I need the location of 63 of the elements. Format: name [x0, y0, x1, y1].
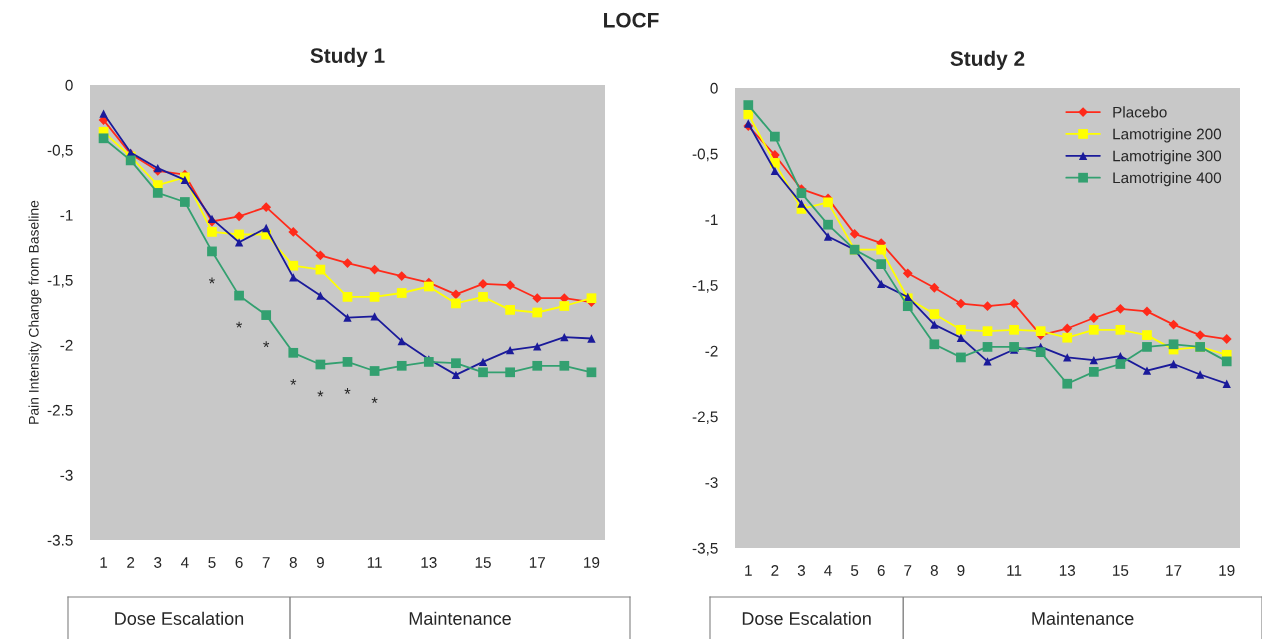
annotation: * [371, 397, 378, 404]
legend-label: Placebo [1113, 106, 1167, 118]
x-tick-label: 9 [316, 557, 324, 568]
text: Maintenance [409, 611, 511, 625]
chart-title: Study 2 [950, 50, 1025, 71]
x-tick-label: 19 [584, 557, 600, 568]
y-tick-label: -3.5 [47, 534, 73, 546]
y-tick-label: -0,5 [692, 148, 718, 162]
legend-label: Lamotrigine 300 [1113, 150, 1222, 165]
x-tick-label: 5 [208, 557, 216, 568]
x-tick-label: 17 [1166, 565, 1182, 576]
y-tick-label: -1,5 [47, 275, 73, 288]
y-tick-label: -1 [705, 214, 718, 225]
x-tick-label: 13 [1059, 565, 1076, 576]
x-tick-label: 5 [850, 565, 859, 576]
x-tick-label: 3 [797, 565, 806, 576]
x-tick-label: 7 [262, 557, 270, 568]
y-tick-label: -0,5 [47, 144, 73, 158]
x-tick-label: 17 [529, 557, 545, 568]
y-axis-title: Pain Intensity Change from Baseline [28, 200, 42, 424]
y-tick-label: -3 [60, 469, 73, 481]
annotation: * [209, 277, 215, 284]
x-tick-label: 11 [1007, 565, 1022, 576]
x-tick-label: 6 [235, 557, 243, 568]
x-tick-label: 11 [367, 557, 382, 568]
y-tick-label: -2 [705, 345, 718, 357]
legend-label: Lamotrigine 200 [1113, 128, 1222, 143]
y-tick-label: -3,5 [692, 542, 718, 556]
y-tick-label: -1,5 [692, 280, 718, 293]
x-tick-label: 8 [289, 557, 297, 568]
x-tick-label: 1 [100, 557, 108, 568]
legend-label: Lamotrigine 400 [1113, 171, 1222, 187]
x-tick-label: 1 [745, 565, 752, 576]
x-tick-label: 9 [957, 565, 965, 576]
y-tick-label: -2,5 [692, 411, 718, 425]
annotation: * [344, 388, 351, 394]
text: LOCF [604, 12, 659, 28]
text: Dose Escalation [742, 611, 871, 625]
chart-title: Study 1 [310, 47, 385, 68]
x-tick-label: 13 [421, 557, 437, 568]
x-tick-label: 2 [127, 557, 135, 568]
y-tick-label: 0 [65, 79, 73, 91]
y-tick-label: 0 [710, 82, 718, 94]
x-tick-label: 2 [771, 565, 779, 576]
x-tick-label: 19 [1219, 565, 1235, 576]
annotation: * [263, 341, 270, 348]
x-tick-label: 8 [930, 565, 938, 576]
x-tick-label: 15 [475, 557, 491, 568]
x-tick-label: 6 [877, 565, 885, 576]
y-tick-label: -2.5 [47, 404, 73, 416]
annotation: * [290, 378, 297, 385]
y-tick-label: -1 [60, 210, 73, 221]
text: Dose Escalation [115, 611, 244, 625]
y-tick-label: -2 [60, 339, 73, 351]
annotation: * [236, 321, 243, 328]
text: Maintenance [1032, 611, 1134, 625]
x-tick-label: 4 [824, 565, 832, 576]
x-tick-label: 4 [180, 557, 189, 568]
annotation: * [317, 390, 324, 397]
y-tick-label: -3 [705, 477, 718, 488]
x-tick-label: 7 [904, 565, 912, 576]
x-tick-label: 3 [154, 557, 162, 568]
x-tick-label: 15 [1113, 565, 1129, 576]
